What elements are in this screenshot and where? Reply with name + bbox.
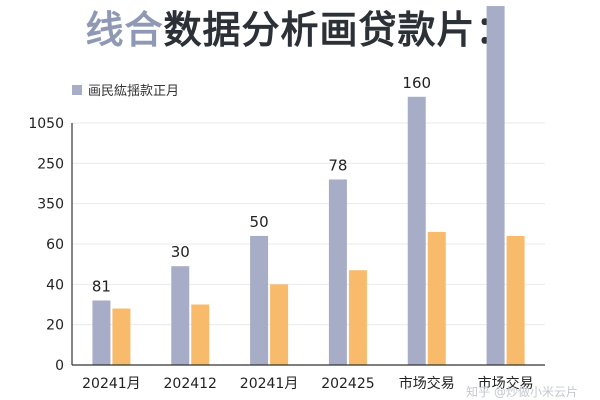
bar-series-2 <box>427 231 446 365</box>
x-tick-label: 市场交易 <box>399 375 455 392</box>
chart-title-highlight: 线合 <box>85 8 164 52</box>
data-label: 50 <box>250 213 269 231</box>
legend: 画民紘揺款正月 <box>72 80 179 99</box>
legend-swatch <box>72 84 82 95</box>
data-label: 81 <box>92 277 111 295</box>
bars <box>92 6 525 366</box>
watermark: 知乎 @炒做小米云片 <box>466 385 578 399</box>
bar-series-1 <box>92 300 111 365</box>
y-tick-label: 350 <box>37 197 64 213</box>
data-label: 30 <box>171 243 190 261</box>
x-tick-label: 202425 <box>321 376 374 392</box>
y-tick-label: 40 <box>46 277 64 293</box>
legend-label: 画民紘揺款正月 <box>88 84 180 99</box>
bar-series-2 <box>506 235 525 365</box>
bar-series-1 <box>486 6 505 366</box>
axes <box>71 123 545 366</box>
y-tick-label: 60 <box>46 237 64 253</box>
x-tick-label: 市场交易 <box>478 375 534 392</box>
data-label: 160 <box>402 74 431 92</box>
grid-lines <box>72 122 545 326</box>
y-tick-label: 250 <box>37 156 64 172</box>
bar-series-1 <box>407 96 426 366</box>
labels: 0 20 40 60 350 250 1050 81 20241月 30 202412 50 20241… <box>28 0 533 392</box>
bar-series-1 <box>250 235 269 365</box>
bar-series-2 <box>270 284 289 365</box>
y-tick-label: 20 <box>46 318 64 334</box>
y-tick-label: 1050 <box>28 116 64 132</box>
bar-series-1 <box>328 179 347 365</box>
chart-title: 线合数据分析画贷款片： <box>0 2 600 58</box>
x-tick-label: 20241月 <box>240 376 299 392</box>
chart-title-main: 数据分析画贷款片： <box>163 8 515 52</box>
x-tick-label: 20241月 <box>82 376 141 392</box>
bar-series-2 <box>348 270 367 365</box>
bar-series-2 <box>191 304 210 365</box>
x-tick-label: 202412 <box>164 376 217 392</box>
bar-series-2 <box>112 308 131 365</box>
data-label: 78 <box>328 156 347 174</box>
data-label: 180 <box>481 0 510 1</box>
y-tick-label: 0 <box>55 358 64 374</box>
bar-series-1 <box>171 266 190 365</box>
